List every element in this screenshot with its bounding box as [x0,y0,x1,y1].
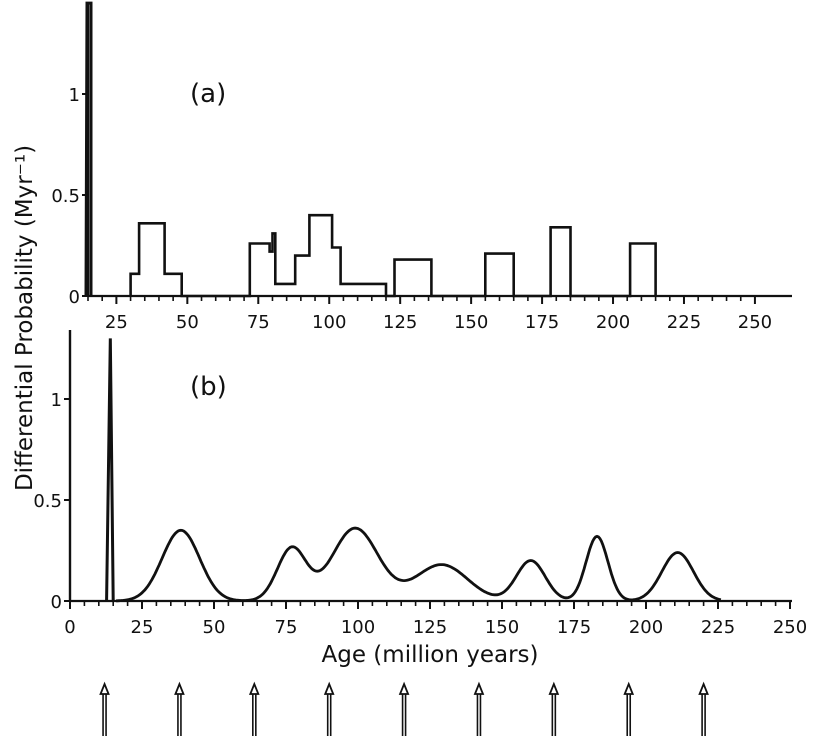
panel-b-x-tick-label: 150 [485,617,519,638]
panel-b-x-tick-label: 50 [203,617,226,638]
panel-a-x-tick-label: 100 [312,312,346,333]
panel-a-y-tick-label: 0.5 [51,186,80,207]
panel-b-x-tick-label: 25 [131,617,154,638]
panel-b-x-tick-label: 75 [275,617,298,638]
panel-b-label: (b) [190,372,227,402]
x-axis-title: Age (million years) [322,642,539,668]
panel-b-y-tick-label: 0.5 [33,491,62,512]
panel-a-x-tick-label: 250 [738,312,772,333]
y-axis-title: Differential Probability (Myr⁻¹) [12,145,38,491]
panel-a-x-tick-label: 75 [247,312,270,333]
panel-a-step-line [129,213,657,298]
panel-b-x-ticks: 0 25 50 75 100 125 150 175 200 225 250 [64,601,807,638]
age-arrow-marker [698,681,709,736]
panel-b-x-tick-label: 100 [341,617,375,638]
panel-b-y-tick-label: 0 [51,592,62,613]
panel-a-label: (a) [190,79,226,109]
panel-b-spike [105,338,115,602]
age-arrow-marker [398,681,410,736]
panel-a-spike [84,1,93,297]
panel-b-y-ticks: 00.51 [33,390,70,613]
panel-b-x-tick-label: 250 [773,617,807,638]
age-arrow-marker [548,681,560,736]
panel-a-x-tick-label: 225 [667,312,701,333]
arrow-markers [99,681,709,736]
panel-a-x-tick-label: 125 [383,312,417,333]
panel-a-y-tick-label: 0 [69,287,80,308]
age-arrow-marker [99,681,110,736]
panel-a-x-tick-label: 50 [176,312,199,333]
panel-b-x-tick-label: 125 [413,617,447,638]
panel-a-x-tick-label: 25 [105,312,128,333]
panel-b-curve [116,526,722,603]
age-arrow-marker [248,681,260,736]
age-arrow-marker [623,681,635,736]
panel-b-x-tick-label: 200 [629,617,663,638]
age-arrow-marker [174,681,185,736]
panel-a-y-ticks: 00.51 [51,85,88,308]
panel-b: 0 25 50 75 100 125 150 175 200 225 250 00.51 (b) [33,330,807,638]
panel-a-y-tick-label: 1 [69,85,80,106]
panel-b-x-tick-label: 0 [64,617,75,638]
panel-b-y-tick-label: 1 [51,390,62,411]
age-arrow-marker [323,681,335,736]
panel-a-x-tick-label: 175 [525,312,559,333]
panel-a-x-tick-label: 200 [596,312,630,333]
panel-b-x-tick-label: 175 [557,617,591,638]
age-arrow-marker [473,681,485,736]
panel-a: 25 50 75 100 125 150 175 200 225 250 00.51 (a) [51,1,792,333]
panel-b-x-tick-label: 225 [701,617,735,638]
panel-a-x-tick-label: 150 [454,312,488,333]
panel-a-x-ticks: 25 50 75 100 125 150 175 200 225 250 [87,296,772,333]
